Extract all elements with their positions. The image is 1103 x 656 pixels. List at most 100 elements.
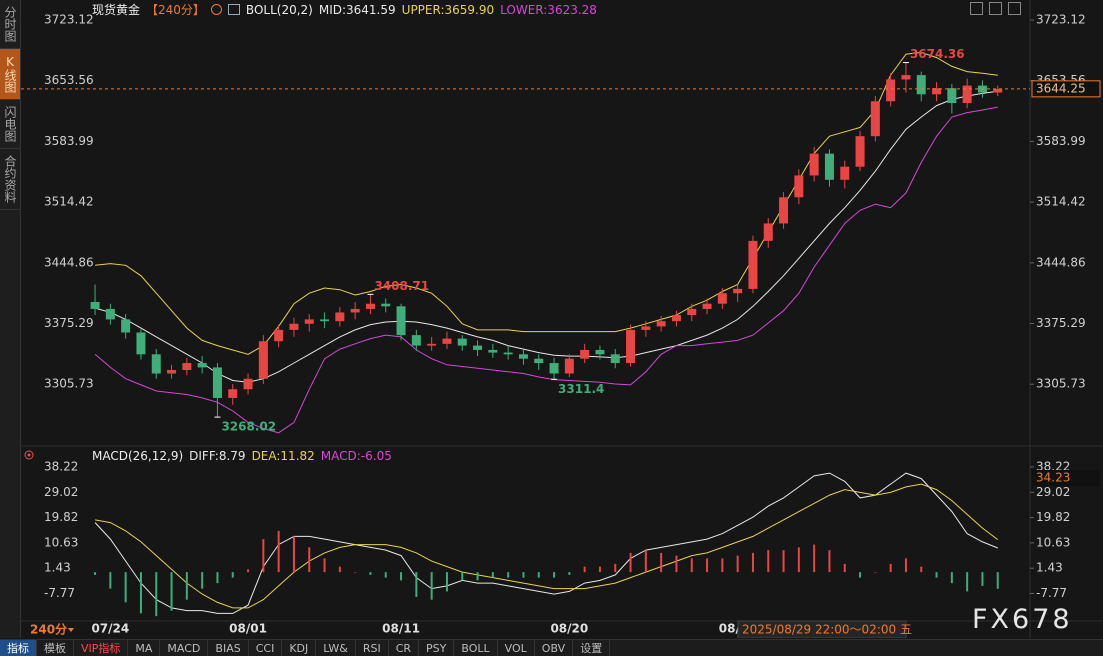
icon[interactable]: [989, 2, 1002, 15]
candle-body: [274, 329, 284, 342]
y-tick-label: 3723.12: [1036, 13, 1086, 27]
y-tick-label: 3723.12: [44, 13, 94, 27]
candle-body: [197, 363, 207, 368]
y-tick-label: 1.43: [1036, 561, 1063, 575]
macd-bar: [369, 572, 372, 575]
x-tick-label: 08/20: [550, 622, 588, 636]
sidebar-tab[interactable]: K线图: [0, 49, 20, 100]
toolbar-item[interactable]: RSI: [356, 640, 389, 656]
toolbar-item[interactable]: 指标: [0, 640, 37, 656]
candle-body: [365, 303, 375, 309]
macd-bar: [308, 547, 311, 573]
toolbar-item[interactable]: VOL: [498, 640, 535, 656]
candle-body: [381, 303, 391, 307]
y-tick-label: 3305.73: [1036, 377, 1086, 391]
last-price-label: 3644.25: [1036, 81, 1086, 95]
macd-bar: [461, 572, 464, 581]
x-tick-label: 08/01: [229, 622, 267, 636]
toolbar-item[interactable]: VIP指标: [74, 640, 129, 656]
macd-bar: [721, 558, 724, 573]
toolbar-item[interactable]: LW&: [316, 640, 356, 656]
x-tick-label: 07/24: [91, 622, 129, 636]
y-tick-label: 3583.99: [1036, 134, 1086, 148]
macd-bar: [751, 552, 754, 573]
indicator-icon: [24, 450, 34, 460]
candle-body: [702, 303, 712, 309]
toolbar-item[interactable]: CR: [389, 640, 420, 656]
toolbar-item[interactable]: BOLL: [454, 640, 498, 656]
legend-entry: UPPER:3659.90: [401, 2, 495, 17]
y-tick-label: 3514.42: [44, 195, 94, 209]
candle-body: [335, 312, 345, 322]
icon[interactable]: [1008, 2, 1021, 15]
watermark: FX678: [972, 604, 1073, 635]
info-title: MACD(26,12,9): [92, 449, 184, 463]
candle-body: [794, 175, 804, 198]
toolbar-item[interactable]: MACD: [160, 640, 209, 656]
sidebar-tab[interactable]: 分时图: [0, 0, 20, 49]
toolbar-item[interactable]: 模板: [37, 640, 74, 656]
candle-body: [427, 343, 437, 346]
macd-bar: [629, 552, 632, 573]
legend-entry: MID:3641.59: [318, 2, 396, 17]
toolbar-item[interactable]: 设置: [573, 640, 611, 656]
candle-body: [503, 352, 513, 355]
sidebar: 分时图 K线图 闪电图 合约资料: [0, 0, 21, 638]
macd-bar: [247, 569, 250, 573]
macd-bar: [155, 572, 158, 617]
macd-line: [95, 483, 999, 609]
candle-body: [993, 88, 1003, 93]
y-tick-label: -7.77: [44, 586, 75, 600]
macd-bar: [797, 547, 800, 573]
macd-bar: [859, 572, 862, 578]
toolbar-item[interactable]: PSY: [419, 640, 455, 656]
macd-bar: [445, 572, 448, 592]
candle-body: [182, 363, 192, 371]
candle-body: [457, 338, 467, 346]
cursor-value: 34.23: [1036, 470, 1070, 484]
candle-body: [534, 358, 544, 364]
y-tick-label: 29.02: [44, 485, 78, 499]
candle-body: [886, 79, 896, 102]
icon[interactable]: [970, 2, 983, 15]
macd-bar: [782, 550, 785, 573]
info-icon: [210, 4, 222, 15]
toolbar-item[interactable]: OBV: [535, 640, 574, 656]
candle-body: [932, 88, 942, 95]
y-tick-label: -7.77: [1036, 586, 1067, 600]
toolbar-item[interactable]: BIAS: [208, 640, 249, 656]
candle-body: [687, 308, 697, 316]
y-tick-label: 3375.29: [1036, 316, 1086, 330]
toolbar-item[interactable]: KDJ: [282, 640, 317, 656]
macd-bar: [553, 572, 556, 578]
y-tick-label: 10.63: [44, 535, 78, 549]
y-tick-label: 10.63: [1036, 535, 1070, 549]
toolbar-item[interactable]: CCI: [249, 640, 283, 656]
macd-bar: [828, 550, 831, 573]
macd-bar: [139, 572, 142, 614]
sidebar-tab[interactable]: 合约资料: [0, 149, 20, 210]
candle-body: [610, 354, 620, 364]
y-tick-label: 1.43: [44, 561, 71, 575]
macd-bar: [262, 539, 265, 573]
macd-bar: [384, 572, 387, 578]
macd-bar: [598, 566, 601, 573]
y-tick-label: 3444.86: [1036, 255, 1086, 269]
high-label: 3674.36: [910, 47, 965, 61]
macd-bar: [614, 563, 617, 573]
candle-body: [733, 288, 743, 294]
band-line: [94, 106, 998, 434]
candle-body: [901, 75, 911, 80]
info-indicator: BOLL(20,2): [245, 2, 313, 17]
window-controls: [970, 2, 1021, 15]
info-period: 【240分】: [146, 3, 205, 17]
sidebar-tab[interactable]: 闪电图: [0, 100, 20, 149]
info-icon: [227, 4, 240, 15]
macd-line: [94, 472, 998, 614]
macd-bar: [904, 558, 907, 573]
macd-bar: [950, 572, 953, 584]
macd-bar: [491, 572, 494, 578]
toolbar-item[interactable]: MA: [128, 640, 161, 656]
macd-bar: [660, 552, 663, 573]
